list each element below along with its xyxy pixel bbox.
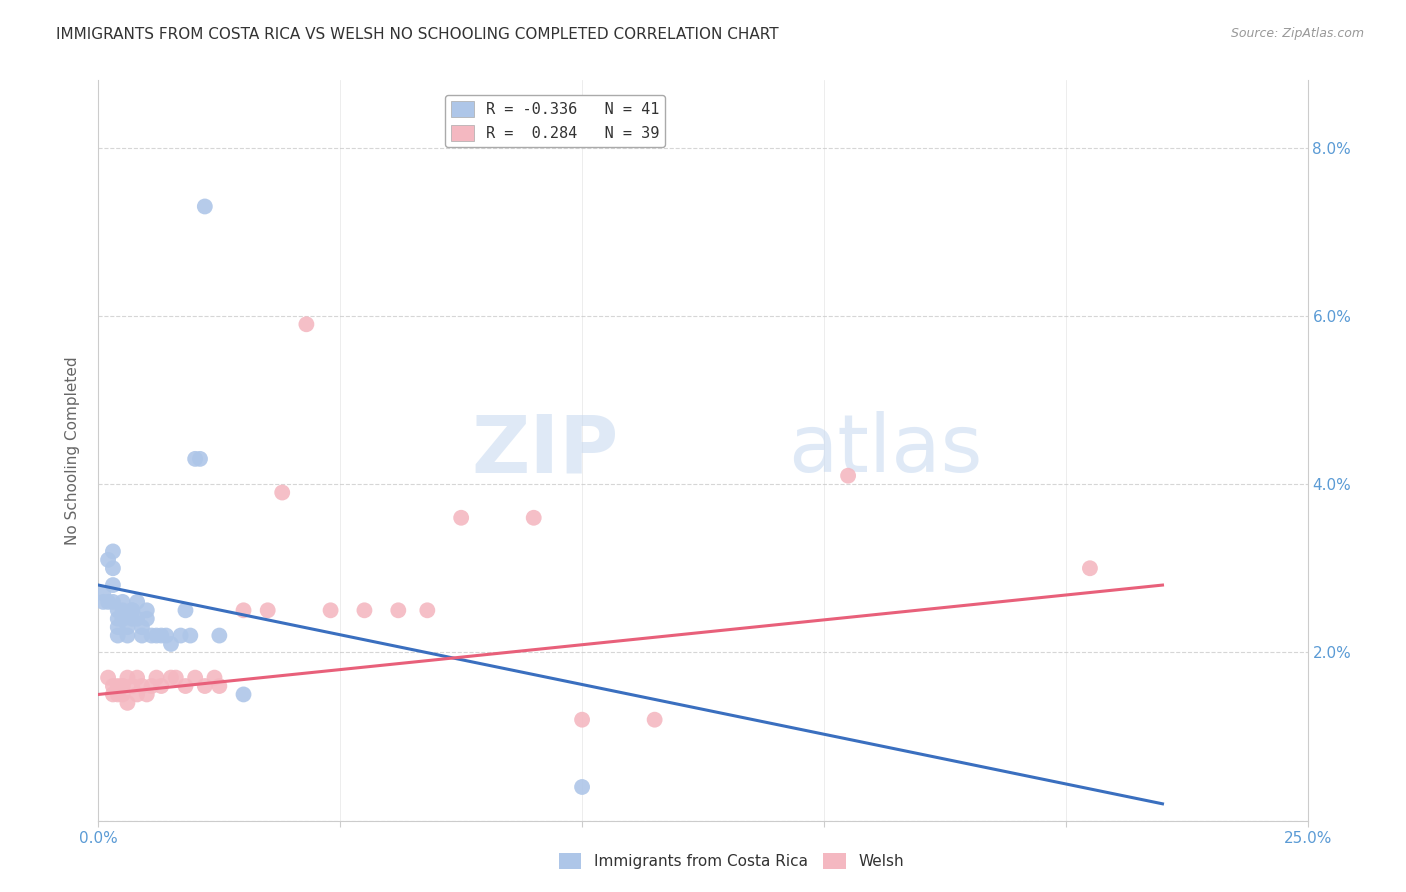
Point — [127, 688, 149, 702]
Point — [111, 595, 134, 609]
Point — [117, 620, 139, 634]
Point — [135, 688, 157, 702]
Text: ZIP: ZIP — [471, 411, 619, 490]
Point — [416, 603, 439, 617]
Point — [150, 679, 173, 693]
Point — [204, 671, 226, 685]
Legend: R = -0.336   N = 41, R =  0.284   N = 39: R = -0.336 N = 41, R = 0.284 N = 39 — [444, 95, 665, 147]
Point — [169, 628, 191, 642]
Point — [160, 671, 183, 685]
Point — [97, 671, 120, 685]
Point — [107, 612, 129, 626]
Point — [184, 671, 207, 685]
Point — [111, 603, 134, 617]
Point — [135, 603, 157, 617]
Point — [188, 451, 211, 466]
Point — [387, 603, 409, 617]
Y-axis label: No Schooling Completed: No Schooling Completed — [65, 356, 80, 545]
Point — [179, 628, 201, 642]
Point — [160, 637, 183, 651]
Point — [111, 679, 134, 693]
Point — [117, 671, 139, 685]
Point — [319, 603, 342, 617]
Text: atlas: atlas — [787, 411, 981, 490]
Point — [97, 595, 120, 609]
Point — [111, 612, 134, 626]
Point — [117, 628, 139, 642]
Point — [107, 679, 129, 693]
Point — [111, 688, 134, 702]
Point — [174, 603, 197, 617]
Point — [1078, 561, 1101, 575]
Point — [271, 485, 294, 500]
Point — [101, 679, 124, 693]
Point — [232, 688, 254, 702]
Point — [101, 578, 124, 592]
Point — [127, 671, 149, 685]
Point — [155, 628, 177, 642]
Point — [97, 553, 120, 567]
Point — [91, 586, 114, 600]
Point — [101, 561, 124, 575]
Point — [194, 199, 217, 213]
Point — [131, 620, 153, 634]
Point — [208, 628, 231, 642]
Legend: Immigrants from Costa Rica, Welsh: Immigrants from Costa Rica, Welsh — [553, 847, 910, 875]
Point — [117, 696, 139, 710]
Point — [353, 603, 375, 617]
Point — [232, 603, 254, 617]
Point — [107, 620, 129, 634]
Point — [141, 628, 163, 642]
Point — [145, 671, 167, 685]
Point — [295, 318, 318, 332]
Point — [121, 603, 143, 617]
Point — [644, 713, 666, 727]
Point — [523, 510, 546, 524]
Point — [107, 628, 129, 642]
Point — [121, 679, 143, 693]
Point — [121, 612, 143, 626]
Point — [127, 612, 149, 626]
Point — [127, 595, 149, 609]
Point — [131, 679, 153, 693]
Point — [165, 671, 187, 685]
Point — [256, 603, 278, 617]
Point — [135, 612, 157, 626]
Point — [107, 603, 129, 617]
Point — [571, 780, 593, 794]
Point — [101, 544, 124, 558]
Point — [837, 468, 859, 483]
Point — [571, 713, 593, 727]
Point — [174, 679, 197, 693]
Point — [141, 679, 163, 693]
Point — [184, 451, 207, 466]
Point — [145, 628, 167, 642]
Point — [208, 679, 231, 693]
Point — [91, 595, 114, 609]
Point — [101, 595, 124, 609]
Text: Source: ZipAtlas.com: Source: ZipAtlas.com — [1230, 27, 1364, 40]
Point — [450, 510, 472, 524]
Point — [121, 603, 143, 617]
Point — [194, 679, 217, 693]
Point — [107, 688, 129, 702]
Text: IMMIGRANTS FROM COSTA RICA VS WELSH NO SCHOOLING COMPLETED CORRELATION CHART: IMMIGRANTS FROM COSTA RICA VS WELSH NO S… — [56, 27, 779, 42]
Point — [111, 612, 134, 626]
Point — [111, 679, 134, 693]
Point — [131, 628, 153, 642]
Point — [101, 688, 124, 702]
Point — [150, 628, 173, 642]
